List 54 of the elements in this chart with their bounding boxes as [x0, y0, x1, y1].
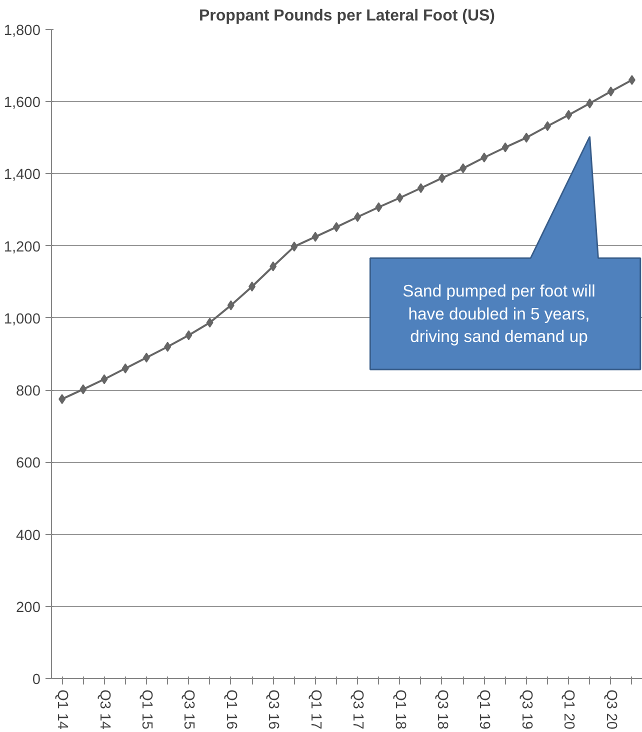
y-tick-label: 800 — [16, 384, 41, 400]
x-tick-label: Q3 18 — [434, 690, 450, 730]
point — [80, 384, 87, 394]
point — [480, 152, 488, 162]
y-tick-label: 1,200 — [4, 239, 41, 256]
y-tick-label: 1,000 — [4, 311, 41, 328]
point — [312, 232, 319, 242]
y-tick-label: 400 — [16, 528, 41, 544]
x-tick-label: Q3 14 — [96, 690, 112, 730]
x-tick-label: Q3 16 — [265, 690, 282, 730]
point — [58, 394, 66, 404]
x-tick-label: Q1 19 — [476, 690, 492, 730]
point — [522, 132, 530, 143]
point — [544, 121, 552, 132]
y-tick-label: 1,400 — [4, 167, 41, 184]
point — [565, 110, 572, 120]
y-tick-label: 0 — [32, 672, 41, 688]
point — [122, 363, 129, 374]
x-tick-label: Q3 20 — [602, 690, 619, 730]
x-tick-label: Q3 17 — [350, 690, 366, 730]
point — [628, 74, 636, 85]
x-tick-label: Q1 20 — [560, 690, 577, 730]
point — [185, 330, 192, 340]
x-tick-label: Q1 17 — [307, 690, 324, 730]
x-tick-label: Q1 18 — [392, 690, 408, 730]
point — [502, 142, 509, 152]
x-tick-label: Q1 14 — [54, 690, 70, 730]
point — [290, 242, 298, 252]
point — [142, 352, 150, 363]
annotation: Sand pumped per foot will have doubled in 5 years, driving sand demand up — [402, 282, 596, 346]
point — [332, 222, 340, 232]
x-tick-label: Q3 19 — [518, 690, 534, 730]
point — [396, 192, 404, 203]
y-tick-label: 600 — [16, 456, 41, 472]
y-tick-label: 200 — [16, 600, 41, 616]
chart-title: Proppant Pounds per Lateral Foot (US) — [198, 8, 496, 24]
x-tick-label: Q3 15 — [180, 690, 197, 730]
point — [586, 98, 594, 108]
y-tick-label: 1,800 — [4, 23, 41, 39]
point — [417, 183, 424, 194]
x-tick-label: Q1 15 — [138, 690, 154, 730]
y-tick-label: 1,600 — [4, 95, 41, 112]
point — [460, 163, 467, 174]
point — [100, 374, 108, 384]
point — [206, 318, 214, 328]
point — [227, 300, 234, 310]
point — [607, 86, 614, 97]
point — [375, 202, 382, 212]
point — [164, 342, 172, 352]
point — [270, 261, 277, 272]
point — [438, 173, 446, 184]
point — [248, 282, 256, 292]
x-tick-label: Q1 16 — [222, 690, 239, 730]
point — [354, 212, 362, 222]
